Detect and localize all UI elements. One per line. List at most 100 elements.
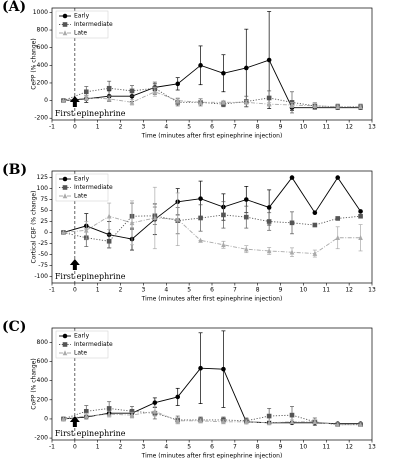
marker <box>198 196 203 201</box>
x-tick-label: 1 <box>96 287 100 294</box>
x-axis-label: Time (minutes after first epinephrine in… <box>141 296 283 303</box>
marker <box>62 193 68 199</box>
y-tick-label: -200 <box>34 435 48 442</box>
x-tick-label: 12 <box>345 124 353 131</box>
marker <box>61 97 66 103</box>
marker <box>106 85 112 91</box>
plot-frame <box>51 170 373 284</box>
marker <box>221 99 226 105</box>
x-tick-label: 3 <box>142 287 146 294</box>
y-tick-label: 200 <box>37 396 49 403</box>
x-tick-label: -1 <box>49 287 55 294</box>
series-line <box>63 215 361 255</box>
series-line <box>63 91 361 108</box>
marker <box>289 249 295 255</box>
marker <box>129 408 135 414</box>
x-tick-label: 0 <box>73 287 77 294</box>
x-tick-label: 0 <box>73 124 77 131</box>
marker <box>243 419 249 425</box>
marker <box>243 246 249 252</box>
marker <box>358 103 363 110</box>
marker <box>312 103 318 109</box>
x-tick-label: 13 <box>368 124 376 131</box>
marker <box>83 413 89 419</box>
marker <box>358 213 363 219</box>
marker <box>221 419 226 425</box>
x-tick-label: 6 <box>210 287 214 294</box>
y-tick-label: 1000 <box>33 9 48 16</box>
legend-label: Early <box>74 176 90 183</box>
marker <box>61 416 66 422</box>
x-tick-label: 3 <box>142 124 146 131</box>
y-tick-label: 75 <box>40 196 48 203</box>
x-tick-label: -1 <box>49 124 55 131</box>
x-tick-label: 2 <box>119 287 123 294</box>
y-tick-label: 125 <box>37 174 49 181</box>
y-tick-label: 100 <box>37 185 49 192</box>
marker <box>198 63 203 68</box>
marker <box>312 419 318 425</box>
x-tick-label: 10 <box>300 444 308 451</box>
legend-label: Early <box>74 13 90 20</box>
y-tick-label: 25 <box>40 218 48 225</box>
x-tick-label: 11 <box>322 287 330 294</box>
series-line <box>63 214 361 242</box>
marker <box>266 219 272 224</box>
y-tick-label: 400 <box>37 62 49 69</box>
marker <box>221 366 226 372</box>
annotation: First epinephrine <box>55 429 126 438</box>
marker <box>266 95 272 101</box>
marker <box>335 234 341 241</box>
x-tick-label: 3 <box>142 444 146 451</box>
marker <box>83 89 89 95</box>
marker <box>62 13 68 19</box>
marker <box>129 220 135 226</box>
panel-label: (B) <box>2 162 27 178</box>
marker <box>198 365 203 371</box>
marker <box>175 97 181 103</box>
marker <box>312 222 318 228</box>
marker <box>175 418 181 424</box>
x-tick-label: 4 <box>164 444 168 451</box>
marker <box>243 214 249 220</box>
marker <box>198 237 203 243</box>
marker <box>266 248 272 254</box>
y-tick-label: 600 <box>37 358 49 365</box>
marker <box>129 88 135 94</box>
series-line <box>63 59 361 109</box>
x-tick-label: 5 <box>187 124 191 131</box>
plot-frame <box>51 7 373 121</box>
panel-label: (A) <box>2 0 26 15</box>
marker <box>61 229 66 235</box>
x-tick-label: 9 <box>279 444 283 451</box>
y-tick-label: 800 <box>37 27 49 34</box>
x-tick-label: 7 <box>233 124 237 131</box>
x-tick-label: 10 <box>300 124 308 131</box>
series-line <box>63 176 361 240</box>
y-tick-label: 400 <box>37 377 49 384</box>
marker <box>198 215 203 221</box>
series-line <box>63 367 361 425</box>
x-tick-label: 10 <box>300 287 308 294</box>
y-axis-label: Cortical CBF (% change) <box>31 191 38 264</box>
x-tick-label: 8 <box>256 124 260 131</box>
marker <box>266 419 272 426</box>
marker <box>175 394 181 400</box>
x-tick-label: 5 <box>187 444 191 451</box>
marker <box>129 412 135 418</box>
x-tick-label: 0 <box>73 444 77 451</box>
x-tick-label: 4 <box>164 124 168 131</box>
marker <box>152 400 158 405</box>
marker <box>106 406 112 411</box>
marker <box>175 81 181 87</box>
legend-label: Late <box>74 350 87 357</box>
marker <box>62 350 68 356</box>
x-tick-label: 5 <box>187 287 191 294</box>
marker <box>62 176 68 182</box>
x-tick-label: 4 <box>164 287 168 294</box>
marker <box>266 413 272 419</box>
x-tick-label: 2 <box>119 124 123 131</box>
marker <box>129 99 135 105</box>
x-tick-label: 9 <box>279 287 283 294</box>
